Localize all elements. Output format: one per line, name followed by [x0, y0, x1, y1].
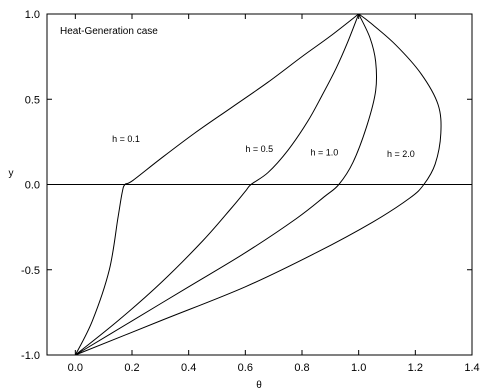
x-axis-ticks: 0.0 0.2 0.4 0.6 0.8 1.0 1.2 1.4 — [68, 14, 480, 374]
curve-label: h = 0.5 — [245, 144, 273, 154]
curve-label: h = 2.0 — [387, 149, 415, 159]
chart-annotation: Heat-Generation case — [60, 26, 158, 37]
x-axis-label: θ — [256, 380, 262, 391]
x-tick-label: 0.4 — [181, 362, 196, 374]
curve-labels: h = 0.1 h = 0.5 h = 1.0 h = 2.0 — [112, 134, 415, 159]
curve-label: h = 1.0 — [311, 148, 339, 158]
curve-label: h = 0.1 — [112, 134, 140, 144]
y-axis-ticks: -1.0 -0.5 0.0 0.5 1.0 — [21, 9, 472, 362]
curve-line — [75, 13, 360, 356]
curve-line — [75, 13, 378, 356]
y-tick-label: -1.0 — [21, 350, 40, 362]
y-tick-label: 0.5 — [25, 94, 40, 106]
x-tick-label: 0.8 — [294, 362, 309, 374]
curve-line — [74, 13, 359, 356]
y-tick-label: 0.0 — [25, 180, 40, 192]
x-tick-label: 0.6 — [238, 362, 253, 374]
y-tick-label: -0.5 — [21, 265, 40, 277]
x-tick-label: 1.2 — [408, 362, 423, 374]
y-axis-label: y — [9, 168, 14, 179]
curve-line — [75, 13, 442, 356]
x-tick-label: 1.4 — [464, 362, 479, 374]
x-tick-label: 0.2 — [124, 362, 139, 374]
x-tick-label: 1.0 — [351, 362, 366, 374]
x-tick-label: 0.0 — [68, 362, 83, 374]
y-tick-label: 1.0 — [25, 9, 40, 21]
curves — [74, 13, 442, 356]
